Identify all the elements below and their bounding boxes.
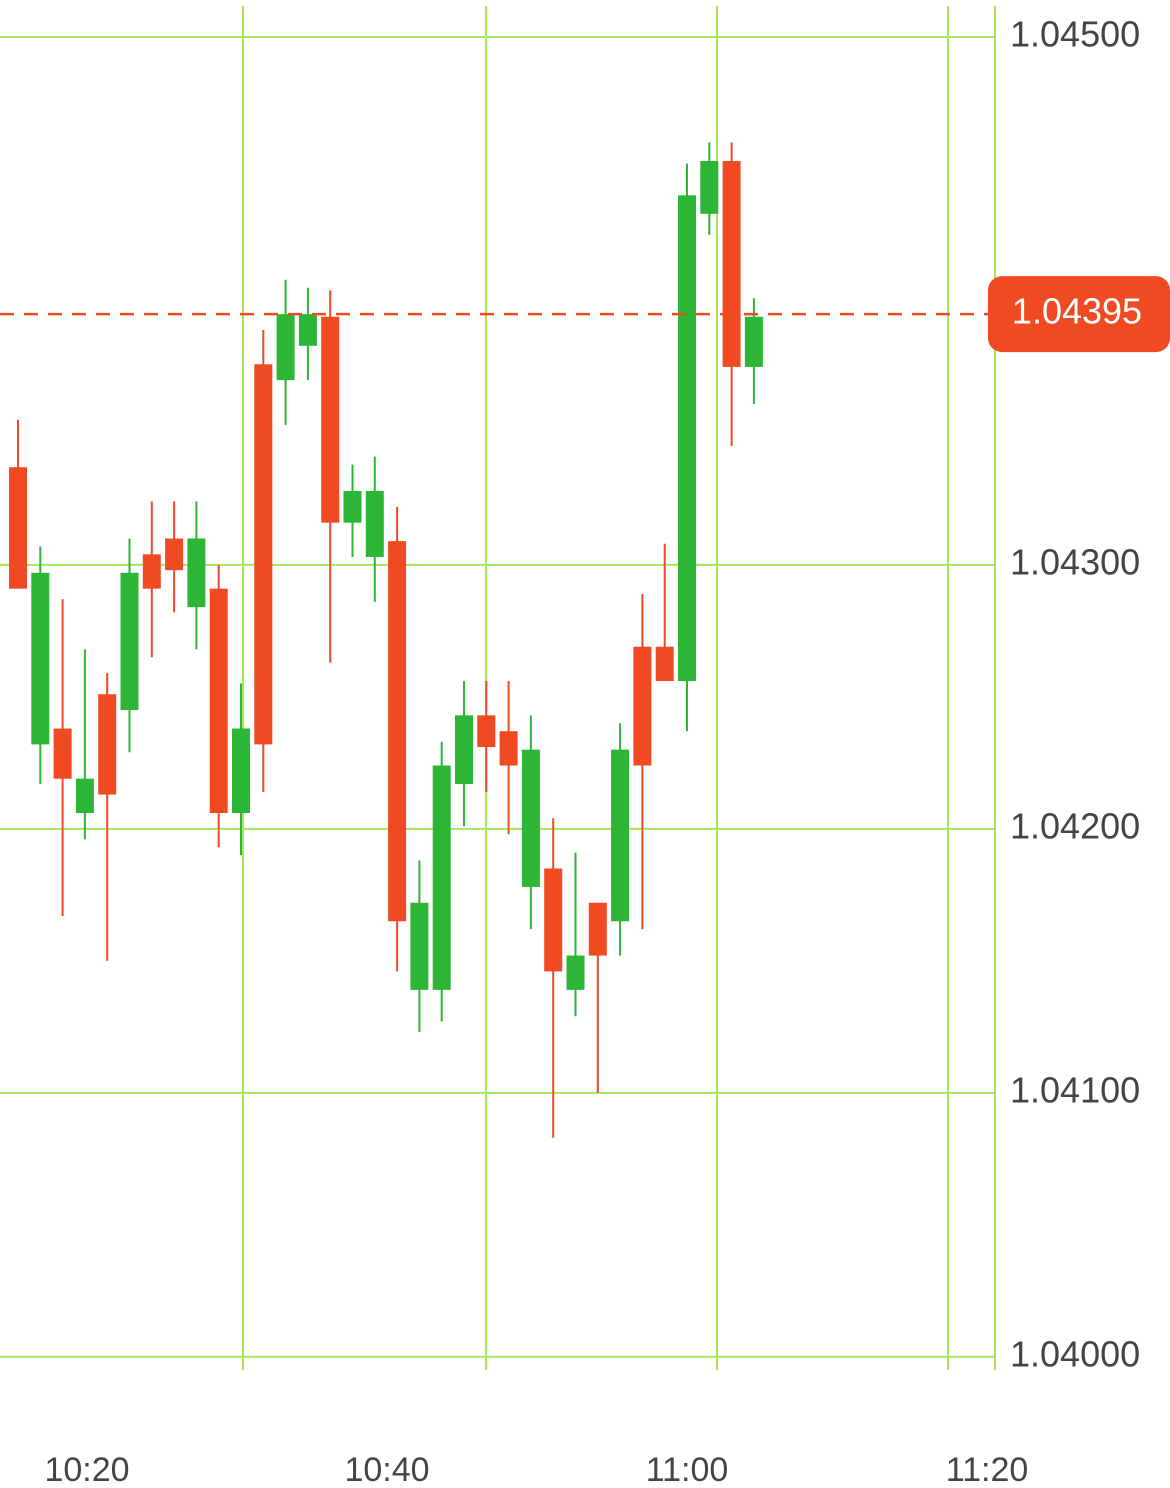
- candle-body: [611, 749, 630, 922]
- x-tick-label: 10:40: [344, 1451, 429, 1488]
- y-tick-label: 1.04500: [1010, 13, 1140, 54]
- candle-body: [700, 161, 719, 214]
- candle-body: [410, 902, 429, 990]
- candle-body: [343, 490, 362, 523]
- candle-body: [53, 728, 72, 779]
- candle-body: [321, 316, 340, 523]
- candle-body: [276, 314, 295, 381]
- candle-body: [678, 195, 696, 682]
- y-tick-label: 1.04000: [1010, 1333, 1140, 1374]
- candle-body: [75, 778, 94, 814]
- candle-body: [254, 364, 273, 745]
- x-tick-label: 11:00: [646, 1451, 729, 1488]
- candle-body: [165, 538, 184, 571]
- candle-body: [633, 646, 652, 766]
- candle-body: [455, 715, 473, 784]
- candle-body: [187, 538, 206, 608]
- candle-body: [477, 715, 496, 748]
- candle-body: [499, 731, 518, 766]
- last-price-badge: [988, 276, 1170, 353]
- x-tick-label: 10:20: [44, 1451, 129, 1488]
- candle-body: [9, 467, 27, 589]
- candle-body: [120, 572, 139, 711]
- y-tick-label: 1.04300: [1010, 541, 1140, 582]
- candle-body: [209, 588, 228, 814]
- candle-body: [31, 572, 50, 745]
- x-tick-label: 11:20: [946, 1451, 1029, 1488]
- candle-body: [388, 541, 407, 922]
- candle-body: [744, 316, 763, 367]
- candle-body: [544, 868, 563, 972]
- candle-body: [588, 902, 607, 956]
- candle-body: [365, 490, 384, 557]
- candle-body: [722, 161, 741, 367]
- y-tick-label: 1.04200: [1010, 805, 1140, 846]
- candle-body: [432, 765, 451, 990]
- candle-body: [521, 749, 540, 887]
- candle-body: [142, 554, 161, 589]
- candle-body: [232, 728, 250, 814]
- candle-body: [655, 646, 674, 682]
- candle-body: [98, 694, 117, 795]
- candle-body: [566, 955, 585, 990]
- y-tick-label: 1.04100: [1010, 1069, 1140, 1110]
- last-price-label: 1.04395: [1012, 291, 1142, 332]
- candle-body: [298, 314, 317, 346]
- vertical-grid: [242, 6, 996, 1370]
